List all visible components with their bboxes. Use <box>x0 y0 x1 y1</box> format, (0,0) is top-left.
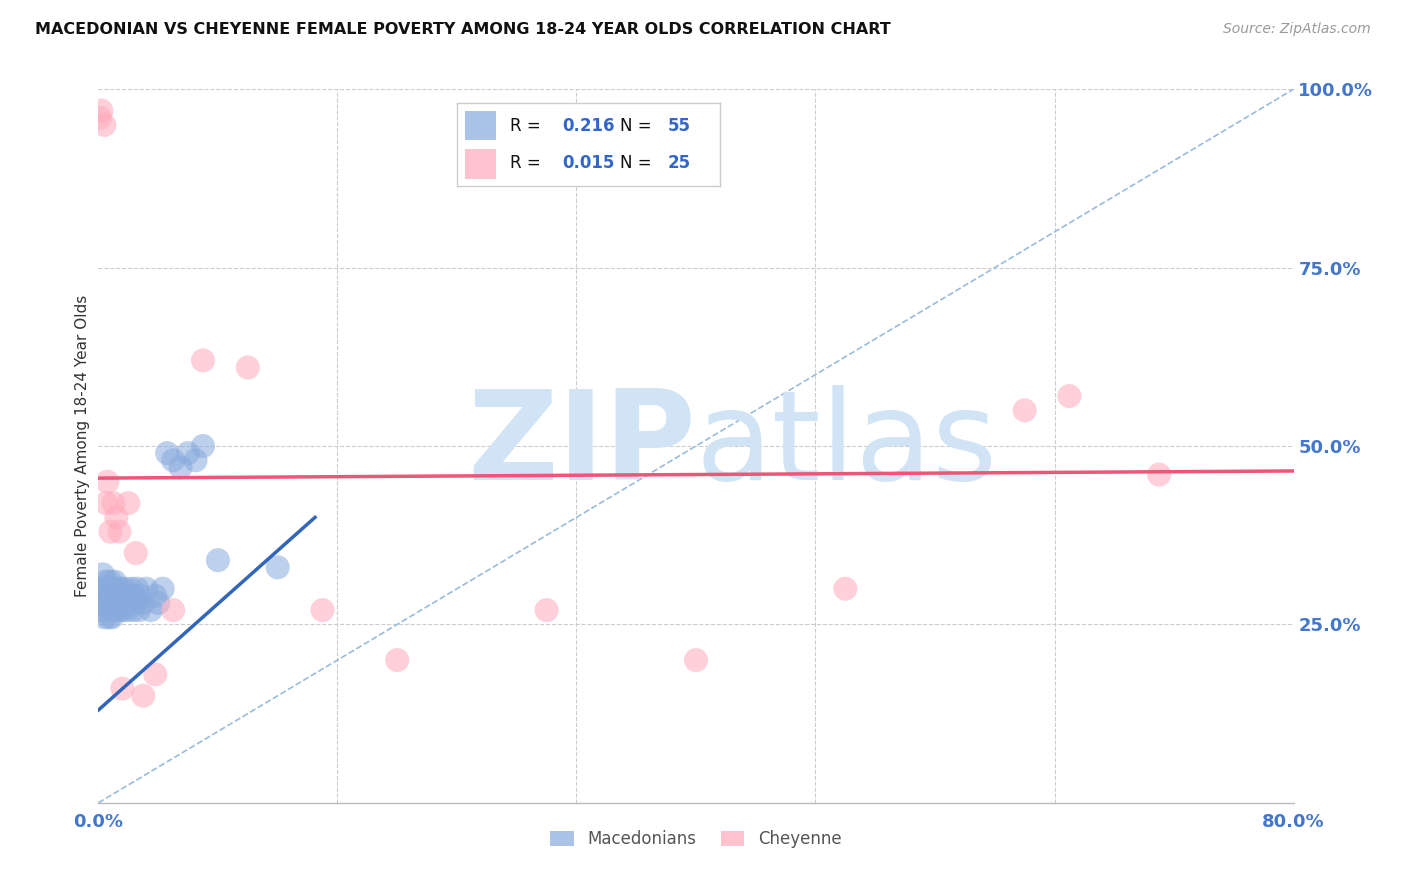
Macedonians <box>94 589 117 603</box>
Macedonians <box>103 589 125 603</box>
Macedonians <box>162 453 184 467</box>
Macedonians <box>115 603 138 617</box>
Cheyenne <box>385 653 409 667</box>
Macedonians <box>118 596 141 610</box>
Cheyenne <box>1014 403 1036 417</box>
Cheyenne <box>834 582 856 596</box>
Cheyenne <box>105 510 128 524</box>
Macedonians <box>105 589 128 603</box>
Macedonians <box>139 603 162 617</box>
Macedonians <box>111 589 134 603</box>
Cheyenne <box>536 603 558 617</box>
Macedonians <box>107 582 129 596</box>
Macedonians <box>169 460 191 475</box>
Macedonians <box>177 446 200 460</box>
Macedonians <box>96 596 118 610</box>
Cheyenne <box>90 103 112 118</box>
Cheyenne <box>1059 389 1081 403</box>
Macedonians <box>97 589 120 603</box>
Macedonians <box>104 574 127 589</box>
Macedonians <box>132 596 155 610</box>
Macedonians <box>101 610 124 624</box>
Text: ZIP: ZIP <box>467 385 696 507</box>
Macedonians <box>89 582 111 596</box>
Macedonians <box>129 589 152 603</box>
Macedonians <box>93 610 115 624</box>
Macedonians <box>148 596 170 610</box>
Macedonians <box>91 603 114 617</box>
Cheyenne <box>132 689 155 703</box>
Cheyenne <box>311 603 333 617</box>
Macedonians <box>117 589 139 603</box>
Macedonians <box>108 589 131 603</box>
Cheyenne <box>111 681 134 696</box>
Macedonians <box>184 453 207 467</box>
Cheyenne <box>98 524 122 539</box>
Cheyenne <box>96 475 118 489</box>
Cheyenne <box>236 360 259 375</box>
Cheyenne <box>108 524 131 539</box>
Cheyenne <box>94 496 117 510</box>
Macedonians <box>94 574 117 589</box>
Macedonians <box>103 603 125 617</box>
Cheyenne <box>162 603 184 617</box>
Macedonians <box>127 582 149 596</box>
Macedonians <box>114 582 136 596</box>
Legend: Macedonians, Cheyenne: Macedonians, Cheyenne <box>544 824 848 855</box>
Macedonians <box>107 596 129 610</box>
Text: atlas: atlas <box>696 385 998 507</box>
Macedonians <box>111 603 134 617</box>
Macedonians <box>152 582 174 596</box>
Cheyenne <box>1147 467 1170 482</box>
Macedonians <box>207 553 229 567</box>
Macedonians <box>112 596 135 610</box>
Cheyenne <box>117 496 139 510</box>
Cheyenne <box>89 111 111 125</box>
Cheyenne <box>191 353 214 368</box>
Text: MACEDONIAN VS CHEYENNE FEMALE POVERTY AMONG 18-24 YEAR OLDS CORRELATION CHART: MACEDONIAN VS CHEYENNE FEMALE POVERTY AM… <box>35 22 891 37</box>
Text: Source: ZipAtlas.com: Source: ZipAtlas.com <box>1223 22 1371 37</box>
Macedonians <box>110 596 132 610</box>
Macedonians <box>104 596 127 610</box>
Macedonians <box>96 582 118 596</box>
Macedonians <box>101 582 124 596</box>
Macedonians <box>267 560 290 574</box>
Macedonians <box>98 603 122 617</box>
Macedonians <box>135 582 157 596</box>
Macedonians <box>124 589 146 603</box>
Macedonians <box>121 603 143 617</box>
Macedonians <box>105 603 128 617</box>
Macedonians <box>108 603 131 617</box>
Macedonians <box>143 589 166 603</box>
Cheyenne <box>685 653 707 667</box>
Y-axis label: Female Poverty Among 18-24 Year Olds: Female Poverty Among 18-24 Year Olds <box>75 295 90 597</box>
Macedonians <box>128 603 150 617</box>
Cheyenne <box>93 118 115 132</box>
Macedonians <box>97 610 120 624</box>
Macedonians <box>191 439 214 453</box>
Macedonians <box>90 596 112 610</box>
Macedonians <box>156 446 179 460</box>
Macedonians <box>125 596 148 610</box>
Macedonians <box>98 574 122 589</box>
Macedonians <box>120 582 142 596</box>
Cheyenne <box>143 667 166 681</box>
Cheyenne <box>103 496 125 510</box>
Cheyenne <box>125 546 148 560</box>
Macedonians <box>91 567 114 582</box>
Macedonians <box>110 582 132 596</box>
